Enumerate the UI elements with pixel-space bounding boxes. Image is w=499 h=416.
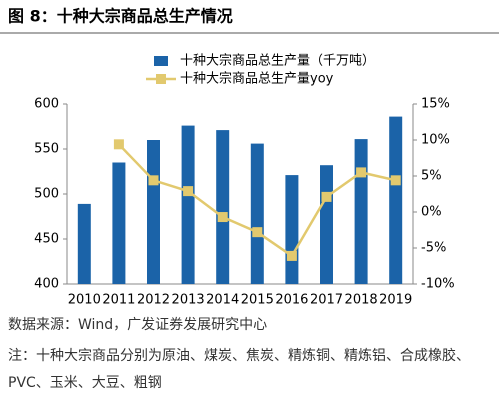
bar — [147, 140, 160, 284]
line-marker — [286, 250, 297, 261]
line-marker — [148, 175, 159, 186]
legend-label: 十种大宗商品总生产量yoy — [180, 71, 334, 87]
note: 注：十种大宗商品分别为原油、煤炭、焦炭、精炼铜、精炼铝、合成橡胶、PVC、玉米、… — [8, 348, 470, 391]
legend-swatch — [156, 74, 166, 84]
y-tick-label: 400 — [34, 277, 59, 292]
y2-tick-label: -10% — [421, 277, 455, 292]
y2-tick-label: 5% — [421, 169, 442, 184]
line-marker — [217, 212, 228, 223]
line-marker — [252, 227, 263, 238]
line-marker — [390, 175, 401, 186]
y-tick-label: 550 — [34, 142, 59, 157]
bar — [181, 125, 195, 284]
y2-tick-label: 10% — [421, 133, 450, 148]
x-tick-label: 2012 — [137, 293, 170, 308]
bar — [112, 162, 126, 284]
x-tick-label: 2010 — [68, 293, 101, 308]
bar — [285, 175, 299, 284]
x-tick-label: 2016 — [275, 293, 308, 308]
x-tick-label: 2015 — [241, 293, 274, 308]
y-tick-label: 600 — [34, 97, 59, 112]
bar — [216, 130, 230, 284]
line-marker — [321, 191, 332, 202]
y2-tick-label: 15% — [421, 97, 450, 112]
bar — [354, 139, 368, 284]
chart-title: 图 8：十种大宗商品总生产情况 — [8, 7, 233, 26]
bar — [77, 203, 91, 284]
y-tick-label: 450 — [34, 232, 59, 247]
y2-tick-label: 0% — [421, 205, 442, 220]
legend-label: 十种大宗商品总生产量（千万吨） — [180, 53, 375, 69]
bar — [320, 165, 333, 284]
x-tick-label: 2018 — [345, 293, 378, 308]
bar — [250, 143, 264, 284]
line-marker — [183, 186, 194, 197]
x-tick-label: 2013 — [172, 293, 205, 308]
chart: 图 8：十种大宗商品总生产情况 400 450 500 550 600 -10% -5% 0%… — [0, 7, 499, 308]
line-marker — [356, 167, 367, 178]
line-marker — [113, 139, 124, 150]
legend-swatch — [154, 56, 168, 66]
y-tick-label: 500 — [34, 187, 59, 202]
y2-tick-label: -5% — [421, 241, 446, 256]
x-tick-label: 2017 — [310, 293, 343, 308]
x-tick-label: 2019 — [379, 293, 412, 308]
x-tick-label: 2011 — [102, 293, 135, 308]
bar — [389, 116, 403, 284]
x-tick-label: 2014 — [206, 293, 239, 308]
source: 数据来源：Wind，广发证券发展研究中心 — [8, 317, 268, 333]
